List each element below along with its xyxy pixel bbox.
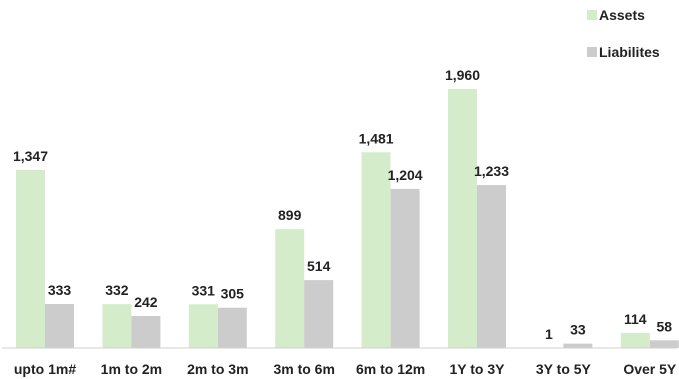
bar-liabilites-5 [477, 185, 506, 348]
category-label-3: 3m to 6m [273, 361, 334, 377]
legend-label-liabilites: Liabilites [599, 44, 660, 60]
data-label-assets-3: 899 [278, 207, 302, 223]
bar-assets-3 [275, 229, 305, 348]
data-label-liabilites-1: 242 [134, 294, 158, 310]
category-label-4: 6m to 12m [356, 361, 425, 377]
bar-assets-5 [448, 89, 477, 348]
category-label-6: 3Y to 5Y [536, 361, 592, 377]
bar-liabilites-0 [45, 304, 74, 348]
bars-group [16, 89, 679, 348]
bar-assets-4 [361, 152, 391, 348]
data-label-assets-1: 332 [105, 282, 129, 298]
bar-assets-0 [16, 170, 45, 348]
data-label-assets-2: 331 [192, 282, 216, 298]
bar-liabilites-2 [217, 307, 247, 348]
category-label-2: 2m to 3m [187, 361, 248, 377]
data-label-assets-5: 1,960 [445, 67, 480, 83]
category-label-0: upto 1m# [14, 361, 76, 377]
data-label-liabilites-6: 33 [570, 322, 586, 338]
data-label-liabilites-2: 305 [221, 286, 245, 302]
bar-liabilites-4 [390, 188, 420, 348]
data-label-liabilites-5: 1,233 [474, 163, 509, 179]
data-label-assets-7: 114 [624, 311, 647, 327]
legend-swatch-assets [587, 10, 597, 20]
data-label-assets-4: 1,481 [359, 130, 394, 146]
legend: Assets Liabilites [587, 7, 660, 60]
bar-liabilites-6 [563, 343, 593, 348]
bar-liabilites-7 [649, 340, 679, 348]
data-label-liabilites-7: 58 [657, 318, 673, 334]
category-label-5: 1Y to 3Y [450, 361, 506, 377]
category-labels-group: upto 1m# 1m to 2m 2m to 3m 3m to 6m 6m to 12… [14, 361, 677, 377]
data-label-liabilites-3: 514 [307, 258, 331, 274]
bar-assets-2 [188, 304, 218, 348]
bar-liabilites-3 [304, 280, 334, 348]
category-label-1: 1m to 2m [101, 361, 162, 377]
data-label-assets-6: 1 [545, 326, 553, 342]
bar-liabilites-1 [131, 316, 161, 348]
bar-assets-1 [102, 304, 132, 348]
data-label-assets-0: 1,347 [13, 148, 48, 164]
data-label-liabilites-4: 1,204 [388, 167, 423, 183]
legend-swatch-liabilites [587, 47, 597, 57]
data-label-liabilites-0: 333 [48, 282, 72, 298]
bar-assets-7 [620, 332, 650, 348]
category-label-7: Over 5Y [623, 361, 677, 377]
legend-label-assets: Assets [599, 7, 645, 23]
